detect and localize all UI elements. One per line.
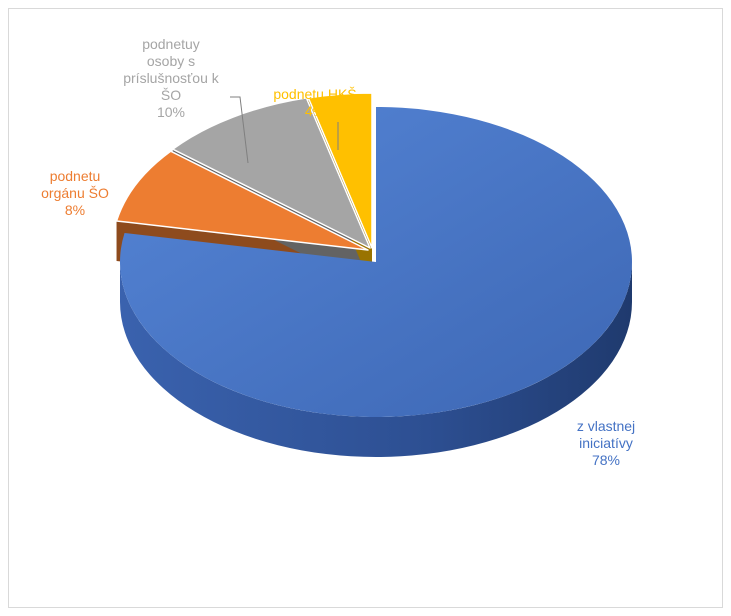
label-org-pct: 8% — [64, 202, 86, 218]
label-hks-line1: podnetu HKŠ — [273, 86, 357, 102]
label-hks-pct: 4% — [304, 103, 326, 119]
label-own-line2: iniciatívy — [579, 435, 633, 451]
slice-label-own-initiative: z vlastnej iniciatívy 78% — [556, 418, 656, 469]
label-persons-line1: podnetuy — [142, 36, 200, 52]
label-org-line2: orgánu ŠO — [41, 185, 109, 201]
slice-3[interactable] — [307, 92, 373, 249]
label-persons-line2: osoby s — [146, 53, 196, 69]
label-persons-line3: príslušnosťou k — [123, 70, 219, 86]
label-own-pct: 78% — [591, 452, 621, 468]
slice-2[interactable] — [171, 97, 371, 249]
leader-line-persons — [230, 96, 249, 164]
slice-label-org: podnetu orgánu ŠO 8% — [20, 168, 130, 219]
slice-label-hks: podnetu HKŠ 4% — [255, 86, 375, 120]
slice-1[interactable] — [115, 150, 369, 251]
label-persons-line4: ŠO — [160, 87, 182, 103]
slice-0[interactable] — [119, 107, 633, 418]
label-org-line1: podnetu — [49, 168, 101, 184]
slice-side-0 — [120, 262, 632, 457]
label-own-line1: z vlastnej — [576, 418, 636, 434]
label-persons-pct: 10% — [156, 104, 186, 120]
slice-label-persons: podnetuy osoby s príslušnosťou k ŠO 10% — [96, 36, 246, 121]
